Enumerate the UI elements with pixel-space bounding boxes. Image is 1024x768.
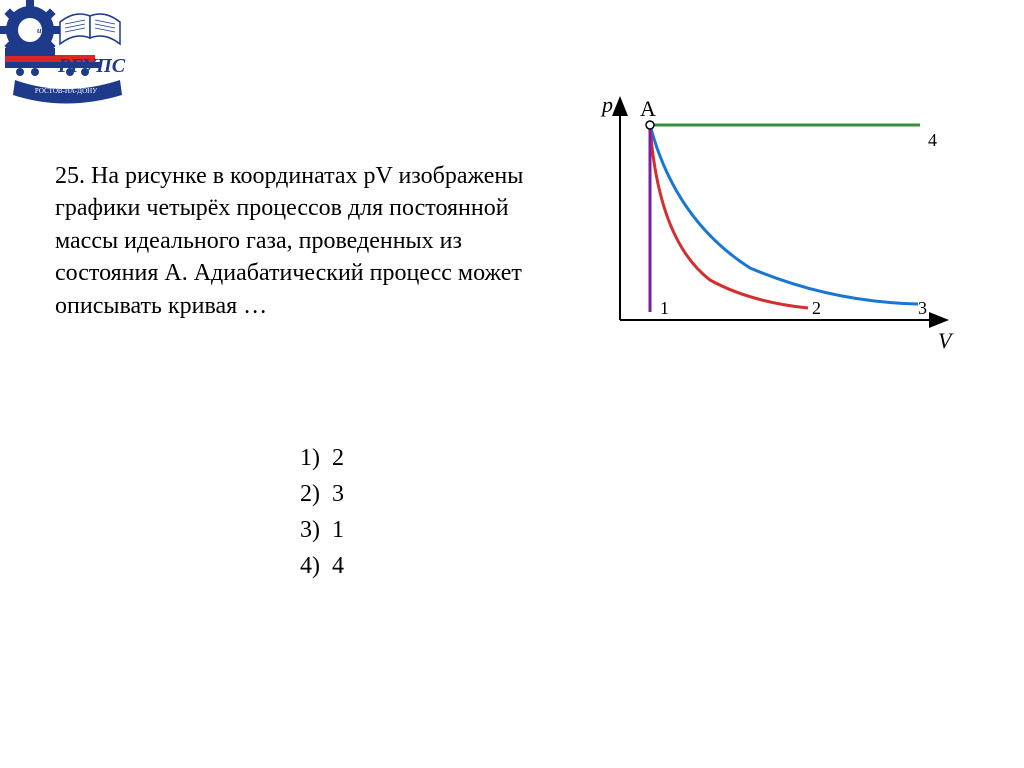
logo-main-text: РГУПС (57, 55, 126, 77)
answer-option-2: 2) 3 (300, 476, 344, 512)
answer-options: 1) 2 2) 3 3) 1 4) 4 (300, 440, 344, 584)
curve-3 (650, 125, 918, 304)
answer-val: 4 (332, 553, 344, 579)
question-body: На рисунке в координатах pV изображены г… (55, 163, 523, 319)
answer-val: 2 (332, 445, 344, 471)
answer-val: 1 (332, 517, 344, 543)
svg-text:u: u (37, 26, 42, 35)
curve-1-label: 1 (660, 298, 669, 318)
answer-num: 4) (300, 553, 320, 579)
logo-sub-text: РОСТОВ-НА-ДОНУ (35, 87, 97, 95)
curve-4-label: 4 (928, 130, 937, 150)
answer-num: 1) (300, 445, 320, 471)
answer-option-4: 4) 4 (300, 548, 344, 584)
answer-option-3: 3) 1 (300, 512, 344, 548)
point-a-label: А (640, 96, 656, 121)
point-a-marker (646, 121, 654, 129)
curve-3-label: 3 (918, 298, 927, 318)
question-text: 25. На рисунке в координатах pV изображе… (55, 160, 535, 322)
y-axis-label: p (600, 92, 613, 117)
curve-2-label: 2 (812, 298, 821, 318)
x-axis-label: V (938, 328, 954, 353)
answer-option-1: 1) 2 (300, 440, 344, 476)
pv-chart: p V 4 3 2 1 А (580, 90, 960, 370)
answer-num: 2) (300, 481, 320, 507)
question-number: 25. (55, 163, 85, 189)
answer-val: 3 (332, 481, 344, 507)
university-logo: u РГУПС РОСТОВ-НА-ДОНУ (0, 0, 140, 120)
answer-num: 3) (300, 517, 320, 543)
